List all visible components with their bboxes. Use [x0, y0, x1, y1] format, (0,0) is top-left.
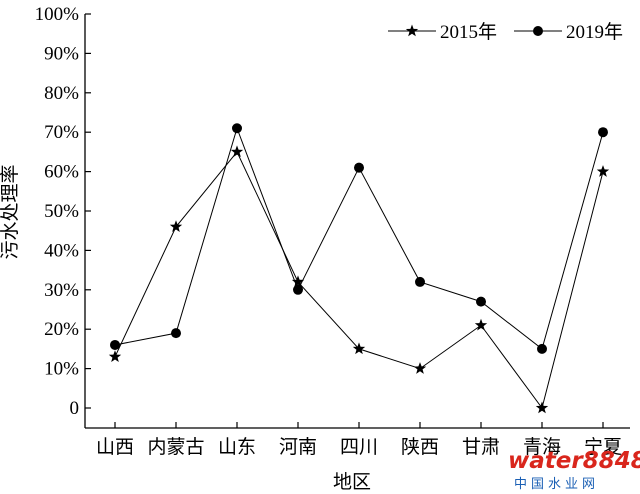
x-tick-label: 山东 [218, 436, 256, 458]
watermark: water8848.com 中国水业网 [508, 448, 640, 492]
star-marker [352, 342, 366, 355]
circle-marker [171, 328, 181, 339]
circle-marker [476, 296, 486, 307]
watermark-logo-text: water8848.com [508, 448, 640, 474]
y-axis-ticks: 0 10% 20% 30% 40% 50% 60% 70% 80% 90% 100% [35, 4, 91, 419]
star-marker [291, 275, 305, 288]
x-tick-label: 甘肃 [462, 436, 500, 458]
star-marker [535, 401, 549, 414]
star-marker [230, 145, 244, 158]
circle-marker [354, 162, 364, 173]
x-tick-label: 内蒙古 [147, 436, 204, 458]
legend-item-1: 2015年 [388, 21, 497, 43]
series-line [114, 150, 604, 410]
circle-marker [415, 276, 425, 287]
legend-circle-marker [533, 26, 543, 36]
circle-marker [232, 123, 242, 134]
y-axis-title: 污水处理率 [0, 164, 21, 259]
x-tick-label: 青海 [523, 436, 561, 458]
y-tick-label: 100% [35, 4, 80, 25]
legend-label: 2015年 [440, 21, 497, 43]
x-axis-ticks: 山西 内蒙古 山东 河南 四川 陕西 甘肃 青海 宁夏 [96, 422, 622, 458]
y-tick-label: 60% [44, 162, 79, 183]
y-tick-label: 90% [44, 43, 79, 64]
legend-label: 2019年 [566, 21, 623, 43]
x-tick-label: 四川 [340, 437, 378, 458]
x-axis-title: 地区 [333, 471, 371, 493]
circle-marker [598, 127, 608, 138]
legend: 2015年 2019年 [388, 21, 623, 43]
circle-marker [110, 339, 120, 350]
star-marker [169, 220, 183, 233]
y-tick-label: 30% [44, 280, 79, 301]
circle-marker [293, 284, 303, 295]
chart-axes [84, 14, 630, 429]
x-tick-label: 河南 [279, 436, 317, 458]
watermark-sub-text: 中国水业网 [514, 477, 599, 492]
star-marker [108, 350, 122, 363]
star-marker [474, 318, 488, 331]
y-tick-label: 20% [44, 319, 79, 340]
x-tick-label: 陕西 [401, 436, 439, 458]
series-1 [108, 145, 610, 414]
legend-star-marker [405, 24, 419, 37]
y-tick-label: 40% [44, 240, 79, 261]
series-layer [108, 123, 610, 414]
series-2 [110, 123, 608, 354]
x-tick-label: 山西 [96, 436, 134, 458]
y-tick-label: 80% [44, 83, 79, 104]
y-tick-label: 70% [44, 122, 79, 143]
x-tick-label: 宁夏 [584, 436, 622, 458]
y-tick-label: 50% [44, 201, 79, 222]
star-marker [413, 362, 427, 374]
circle-marker [537, 343, 547, 354]
legend-item-2: 2019年 [514, 21, 623, 43]
y-tick-label: 0 [70, 398, 80, 419]
y-tick-label: 10% [44, 359, 79, 380]
star-marker [596, 165, 610, 177]
series-line [114, 126, 604, 350]
